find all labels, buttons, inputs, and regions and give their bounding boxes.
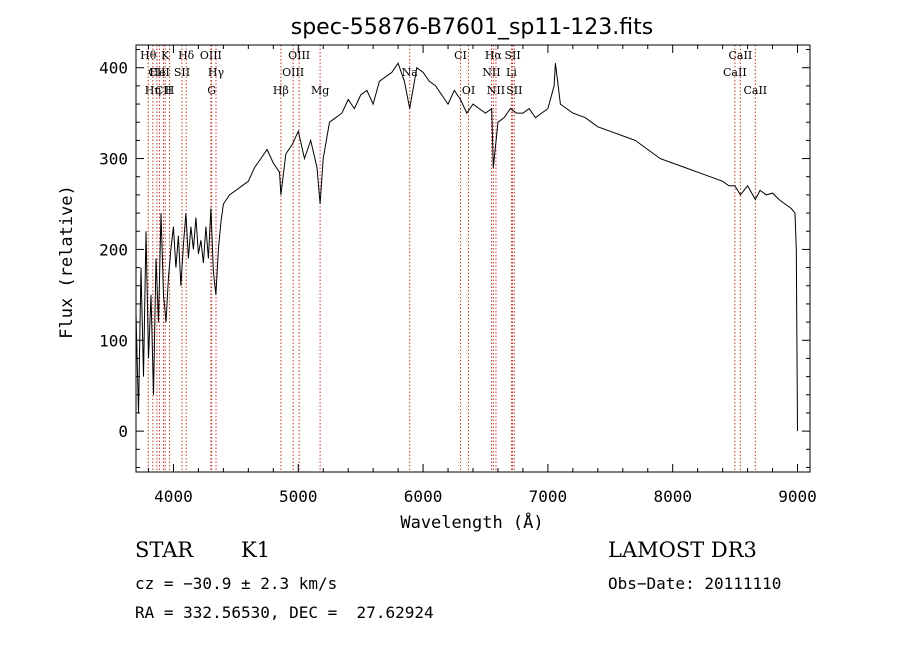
line-label: OIII [282, 66, 304, 79]
object-subclass: K1 [241, 538, 271, 562]
x-tick-label: 7000 [529, 487, 568, 506]
flux-series-line [135, 62, 798, 432]
line-label: HeI [149, 66, 169, 79]
x-axis: 4000 5000 6000 7000 8000 9000 [147, 45, 817, 506]
line-label: Hη [145, 84, 161, 97]
line-label: Li [506, 66, 517, 79]
line-label: CaII [743, 84, 767, 97]
object-class: STAR [135, 538, 194, 562]
x-tick-label: 4000 [154, 487, 193, 506]
line-label: Hα [485, 49, 503, 62]
survey-name: LAMOST DR3 [608, 538, 757, 562]
y-axis: 0 100 200 300 400 [99, 49, 810, 468]
y-tick-label: 400 [99, 59, 128, 78]
line-label: CII [155, 84, 172, 97]
y-tick-label: 300 [99, 150, 128, 169]
x-axis-label: Wavelength (Å) [400, 511, 543, 533]
line-label: NII [487, 84, 505, 97]
line-label: SII [174, 66, 190, 79]
line-label: Hγ [208, 66, 225, 79]
line-label: OI [462, 84, 475, 97]
reference-lines [147, 45, 756, 472]
line-label: SII [506, 84, 522, 97]
line-label: OIII [288, 49, 310, 62]
line-label: K [161, 49, 170, 62]
line-label: G [207, 84, 216, 97]
line-label: CaII [723, 66, 747, 79]
line-label: Na [402, 66, 419, 79]
y-axis-label: Flux (relative) [57, 185, 77, 339]
line-label: NII [482, 66, 500, 79]
line-label: Hδ [178, 49, 195, 62]
y-tick-label: 200 [99, 240, 128, 259]
x-tick-label: 6000 [404, 487, 443, 506]
coordinates: RA = 332.56530, DEC = 27.62924 [135, 603, 434, 622]
obs-date: Obs−Date: 20111110 [608, 574, 782, 593]
plot-frame [135, 44, 811, 473]
line-label: CI [454, 49, 467, 62]
line-label: Hθ [140, 49, 157, 62]
line-label: H [165, 84, 175, 97]
line-label: Hβ [273, 84, 289, 97]
redshift-text: cz = −30.9 ± 2.3 km/s [135, 574, 338, 593]
x-tick-label: 8000 [653, 487, 692, 506]
line-label: CaII [729, 49, 753, 62]
line-label: OIII [200, 49, 222, 62]
y-tick-label: 100 [99, 331, 128, 350]
x-tick-label: 5000 [279, 487, 318, 506]
line-label: CII [148, 66, 165, 79]
line-label: Mg [311, 84, 329, 97]
x-tick-label: 9000 [778, 487, 817, 506]
y-tick-label: 0 [118, 422, 128, 441]
line-label: SII [504, 49, 520, 62]
chart-title: spec-55876-B7601_sp11-123.fits [291, 15, 654, 40]
